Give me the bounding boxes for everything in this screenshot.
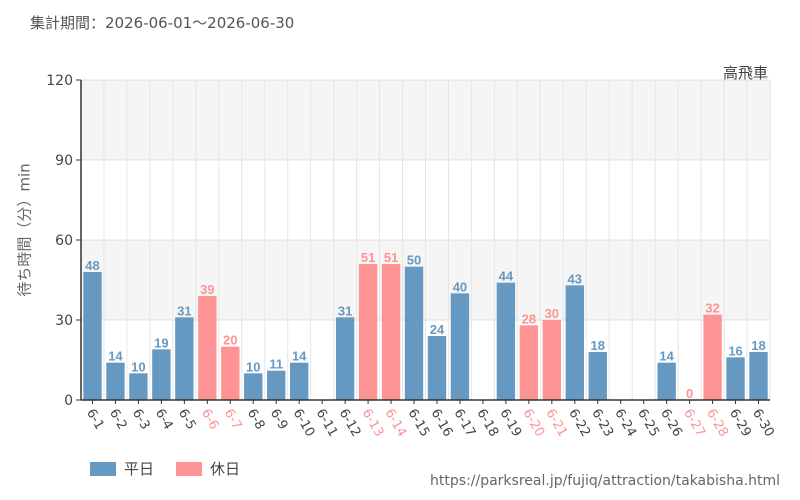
- bar: [703, 314, 722, 400]
- legend: 平日 休日: [90, 458, 240, 479]
- bar-value-label: 14: [292, 349, 307, 364]
- bar: [404, 266, 424, 400]
- x-tick-label: 6-21: [542, 407, 570, 440]
- x-tick-label: 6-19: [496, 407, 524, 440]
- legend-item-holiday: 休日: [176, 458, 240, 479]
- bar-value-label: 10: [246, 359, 260, 374]
- bar-value-label: 40: [453, 279, 467, 294]
- x-tick-label: 6-24: [611, 407, 639, 440]
- bar: [358, 264, 378, 400]
- x-tick-label: 6-3: [129, 407, 153, 433]
- bar-value-label: 44: [499, 269, 514, 284]
- waiting-time-bar-chart: 0306090120486-1146-2106-3196-4316-5396-6…: [46, 73, 777, 440]
- bar-value-label: 48: [85, 258, 99, 273]
- x-tick-label: 6-20: [519, 407, 547, 440]
- source-url: https://parksreal.jp/fujiq/attraction/ta…: [430, 473, 780, 489]
- bar-value-label: 19: [154, 335, 168, 350]
- bar-value-label: 14: [108, 349, 123, 364]
- x-tick-label: 6-27: [680, 407, 708, 440]
- y-tick-label: 120: [46, 73, 73, 89]
- bar: [542, 320, 562, 400]
- bar: [106, 362, 125, 400]
- x-tick-label: 6-6: [198, 407, 222, 433]
- bar: [496, 282, 516, 400]
- x-tick-label: 6-14: [382, 407, 410, 440]
- bar-value-label: 0: [686, 386, 693, 401]
- bar: [221, 346, 240, 400]
- x-tick-label: 6-30: [749, 407, 777, 440]
- bar: [588, 352, 607, 400]
- bar: [198, 296, 217, 400]
- attraction-name: 高飛車: [722, 64, 768, 82]
- bar: [129, 373, 148, 400]
- bar-value-label: 11: [269, 357, 283, 372]
- x-tick-label: 6-15: [405, 407, 433, 440]
- bar: [657, 362, 676, 400]
- x-tick-label: 6-22: [565, 407, 593, 440]
- bar-value-label: 31: [177, 303, 191, 318]
- bar: [175, 317, 194, 400]
- bar-value-label: 10: [131, 359, 145, 374]
- bar: [83, 272, 102, 400]
- x-tick-label: 6-5: [175, 407, 199, 433]
- x-tick-label: 6-9: [267, 407, 291, 433]
- bar: [267, 370, 286, 400]
- bar: [289, 362, 309, 400]
- x-tick-label: 6-7: [221, 407, 245, 433]
- bar: [152, 349, 171, 400]
- period-label: 集計期間：2026-06-01～2026-06-30: [30, 14, 295, 32]
- x-tick-label: 6-23: [588, 407, 616, 440]
- x-tick-label: 6-4: [152, 407, 176, 433]
- x-tick-label: 6-16: [428, 407, 456, 440]
- bar-value-label: 14: [659, 349, 674, 364]
- x-tick-label: 6-25: [634, 407, 662, 440]
- x-tick-label: 6-17: [450, 407, 478, 440]
- bar-value-label: 18: [591, 338, 605, 353]
- x-tick-label: 6-28: [703, 407, 731, 440]
- bar-value-label: 28: [522, 311, 536, 326]
- legend-label-holiday: 休日: [210, 460, 241, 478]
- bar: [450, 293, 470, 400]
- y-tick-label: 0: [64, 393, 73, 409]
- bar-value-label: 43: [568, 271, 582, 286]
- x-tick-label: 6-29: [726, 407, 754, 440]
- bar-value-label: 39: [200, 282, 214, 297]
- y-tick-label: 30: [55, 313, 73, 329]
- bar: [335, 317, 355, 400]
- bar-value-label: 18: [751, 338, 765, 353]
- bar: [726, 357, 745, 400]
- bar-value-label: 24: [430, 322, 445, 337]
- bar: [519, 325, 539, 400]
- x-tick-label: 6-12: [336, 407, 364, 440]
- bar: [381, 264, 401, 400]
- legend-swatch-holiday: [176, 461, 203, 476]
- x-tick-label: 6-8: [244, 407, 268, 433]
- y-tick-label: 90: [55, 153, 73, 169]
- bar: [565, 285, 584, 400]
- bar-value-label: 50: [407, 253, 421, 268]
- legend-item-weekday: 平日: [90, 458, 154, 479]
- bar-value-label: 30: [545, 306, 559, 321]
- bar-value-label: 32: [705, 301, 719, 316]
- legend-label-weekday: 平日: [124, 460, 155, 478]
- x-tick-label: 6-26: [657, 407, 685, 440]
- bar: [427, 336, 447, 400]
- y-tick-label: 60: [55, 233, 73, 249]
- bar-value-label: 51: [384, 250, 398, 265]
- bar: [749, 352, 768, 400]
- x-tick-label: 6-10: [290, 407, 318, 440]
- bar-value-label: 51: [361, 250, 375, 265]
- legend-swatch-weekday: [90, 461, 116, 476]
- bar-value-label: 20: [223, 333, 237, 348]
- x-tick-label: 6-11: [313, 407, 341, 440]
- bar-value-label: 16: [728, 343, 742, 358]
- x-tick-label: 6-18: [473, 407, 501, 440]
- bar-value-label: 31: [338, 303, 352, 318]
- x-tick-label: 6-2: [106, 407, 130, 433]
- bar: [244, 373, 263, 400]
- x-tick-label: 6-1: [83, 407, 107, 433]
- x-tick-label: 6-13: [359, 407, 387, 440]
